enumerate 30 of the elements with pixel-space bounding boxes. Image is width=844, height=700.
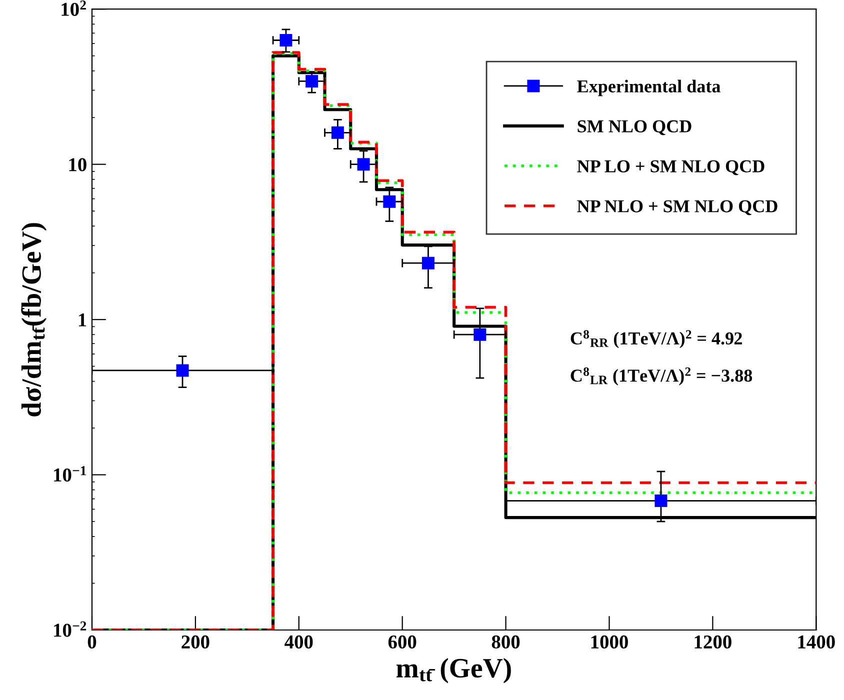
annotation: C$^{8}$$_{RR}$ (1TeV/Λ)$^{2}$ = 4.92 [570, 330, 742, 348]
x-tick-label: 400 [284, 635, 313, 649]
point [331, 126, 344, 139]
point [422, 256, 434, 270]
x-tick-label: 1400 [798, 635, 835, 649]
legend-label: NP LO + SM NLO QCD [577, 160, 764, 176]
point [383, 195, 396, 208]
y-tick-label: 10$^{2}$ [62, 0, 86, 16]
legend-label: SM NLO QCD [578, 120, 692, 136]
x-tick-label: 200 [182, 635, 210, 649]
x-axis-title: m$_{tt̄}$ (GeV) [396, 658, 511, 684]
y-tick-label: 10$^{−1}$ [54, 466, 86, 482]
legend-label: Experimental data [577, 80, 720, 96]
y-tick-label: 10 [69, 158, 86, 172]
point [654, 494, 668, 508]
point [357, 158, 370, 171]
point [280, 34, 292, 46]
annotation: C$^{8}$$_{LR}$ (1TeV/Λ)$^{2}$ = −3.88 [570, 367, 752, 386]
y-axis-title: dσ/dm$_{tt̄}$(fb/GeV) [21, 223, 47, 416]
y-tick-label: 1 [78, 313, 86, 326]
x-tick-label: 1200 [694, 635, 732, 649]
x-tick-label: 0 [88, 635, 96, 649]
x-tick-label: 800 [492, 635, 520, 649]
point [176, 364, 189, 377]
legend-label: NP NLO + SM NLO QCD [577, 200, 778, 216]
point [306, 74, 318, 88]
point [474, 328, 486, 341]
y-tick-label: 10$^{−2}$ [54, 621, 86, 637]
x-tick-label: 1000 [591, 635, 628, 649]
x-tick-label: 600 [388, 635, 416, 649]
